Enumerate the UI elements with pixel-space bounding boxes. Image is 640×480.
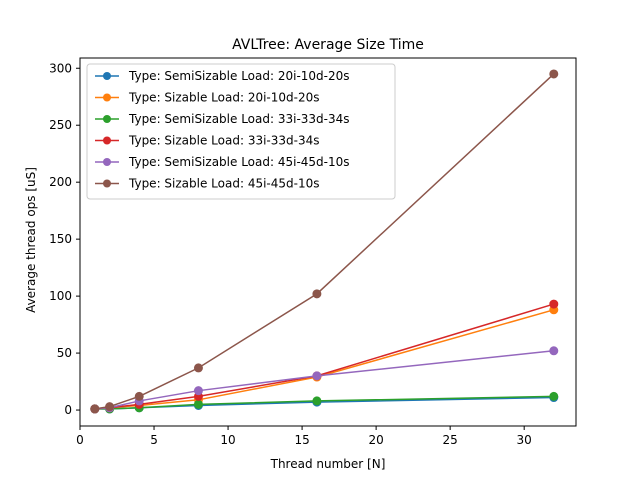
- legend: Type: SemiSizable Load: 20i-10d-20s Type:…: [86, 63, 396, 200]
- plot-frame: [79, 57, 577, 427]
- data-point: [312, 289, 322, 299]
- x-tick-label: 15: [294, 433, 309, 447]
- x-tick-label: 10: [220, 433, 235, 447]
- data-point: [90, 404, 100, 414]
- y-axis-label: Average thread ops [uS]: [24, 167, 38, 313]
- x-axis-label: Thread number [N]: [270, 457, 386, 471]
- legend-label: Type: Sizable Load: 20i-10d-20s: [128, 91, 320, 105]
- series-6: [90, 69, 559, 414]
- chart-title: AVLTree: Average Size Time: [232, 37, 424, 53]
- legend-entry: Type: Sizable Load: 45i-45d-10s: [95, 177, 320, 191]
- legend-swatch-marker: [103, 72, 111, 80]
- legend-label: Type: SemiSizable Load: 45i-45d-10s: [128, 155, 350, 169]
- legend-entry: Type: Sizable Load: 20i-10d-20s: [95, 91, 320, 105]
- legend-label: Type: Sizable Load: 45i-45d-10s: [128, 177, 320, 191]
- y-tick-label: 0: [64, 403, 72, 417]
- legend-box: [86, 63, 396, 200]
- x-tick-label: 25: [443, 433, 458, 447]
- x-tick-label: 30: [517, 433, 532, 447]
- legend-entry: Type: Sizable Load: 33i-33d-34s: [95, 134, 320, 148]
- y-tick-label: 300: [49, 61, 72, 75]
- data-point: [312, 396, 322, 406]
- x-tick-label: 0: [76, 433, 84, 447]
- data-point: [549, 346, 559, 356]
- y-tick-label: 150: [49, 232, 72, 246]
- legend-swatch-marker: [103, 179, 111, 188]
- data-point: [549, 69, 559, 79]
- data-point: [549, 391, 559, 401]
- legend-entry: Type: SemiSizable Load: 20i-10d-20s: [95, 69, 350, 83]
- legend-entry: Type: SemiSizable Load: 33i-33d-34s: [95, 112, 350, 126]
- legend-entry: Type: SemiSizable Load: 45i-45d-10s: [95, 155, 350, 169]
- data-point: [134, 391, 144, 401]
- legend-label: Type: SemiSizable Load: 20i-10d-20s: [128, 69, 350, 83]
- legend-label: Type: Sizable Load: 33i-33d-34s: [128, 134, 320, 148]
- series-4: [90, 299, 559, 414]
- legend-swatch-marker: [103, 115, 111, 123]
- legend-swatch-marker: [103, 93, 111, 102]
- data-point: [193, 399, 203, 409]
- data-point: [312, 371, 322, 381]
- data-point: [193, 363, 203, 373]
- data-point: [193, 386, 203, 396]
- legend-swatch-marker: [103, 158, 111, 166]
- data-point: [105, 402, 115, 412]
- y-tick-label: 100: [49, 289, 72, 303]
- legend-label: Type: SemiSizable Load: 33i-33d-34s: [128, 112, 350, 126]
- x-tick-label: 20: [368, 433, 383, 447]
- x-tick-label: 5: [150, 433, 158, 447]
- data-point: [549, 299, 559, 309]
- series-line: [94, 303, 555, 410]
- y-tick-label: 50: [57, 346, 72, 360]
- y-tick-label: 200: [49, 175, 72, 189]
- legend-swatch-marker: [103, 136, 111, 145]
- y-tick-label: 250: [49, 118, 72, 132]
